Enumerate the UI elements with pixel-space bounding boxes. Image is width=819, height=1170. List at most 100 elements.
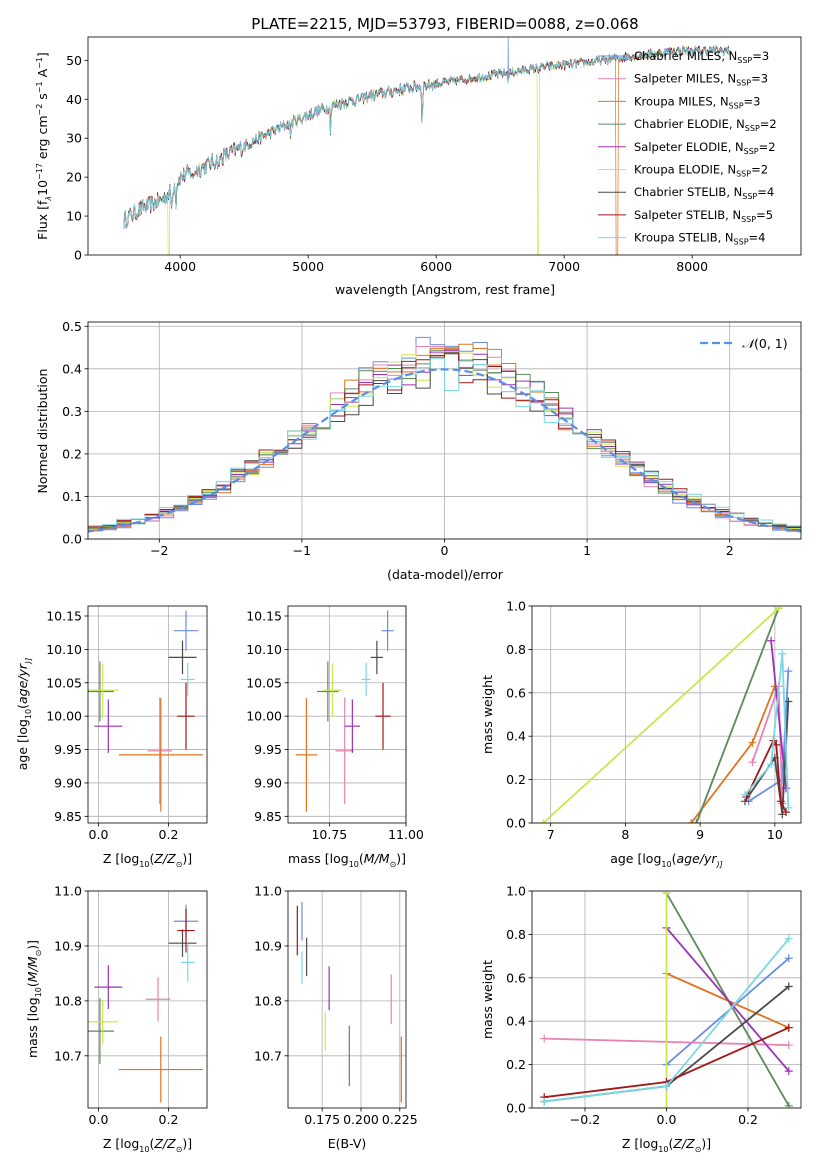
- y-tick-label: 9.95: [54, 742, 82, 757]
- plot-area-massweight-vs-age: [539, 606, 793, 823]
- data-point-marker: [740, 790, 749, 799]
- y-tick-label: 0.6: [506, 685, 526, 700]
- x-tick-label: 9: [696, 827, 704, 842]
- x-tick-label: 6000: [420, 259, 452, 274]
- errorbar-point: [88, 998, 114, 1065]
- plot-area-age-vs-Z: [88, 610, 203, 812]
- errorbar-point: [177, 682, 195, 750]
- x-tick-label: 0.2: [738, 1112, 758, 1127]
- x-tick-label: 10: [767, 827, 783, 842]
- y-tick-label: 10.05: [46, 675, 82, 690]
- errorbar-point: [94, 699, 123, 753]
- y-tick-label: 10.7: [254, 1048, 282, 1063]
- y-tick-label: 9.85: [54, 809, 82, 824]
- data-point-marker: [782, 808, 791, 817]
- data-point-marker: [774, 606, 783, 613]
- plot-area-residuals: [88, 336, 801, 534]
- data-point-marker: [784, 1101, 793, 1108]
- y-tick-label: 0.0: [506, 816, 526, 831]
- y-tick-label: 1.0: [506, 599, 526, 614]
- y-tick-label: 30: [66, 131, 82, 146]
- errorbar-point: [88, 661, 114, 722]
- y-tick-label: 0: [74, 248, 82, 263]
- y-tick-label: 0.6: [506, 970, 526, 985]
- y-tick-label: 10.8: [254, 993, 282, 1008]
- errorbar-point: [370, 640, 384, 675]
- series-line: [665, 927, 790, 1072]
- legend-entry: Salpeter MILES, NSSP=3: [634, 72, 768, 88]
- y-tick-label: 10.05: [246, 675, 282, 690]
- legend-entry: Kroupa ELODIE, NSSP=2: [634, 163, 768, 179]
- series-line: [744, 653, 790, 808]
- x-tick-label: 7000: [548, 259, 580, 274]
- y-tick-label: 11.0: [254, 884, 282, 899]
- data-point-marker: [687, 819, 696, 823]
- series-kroupa-stelib: [540, 934, 793, 1106]
- y-tick-label: 0.2: [62, 446, 82, 461]
- y-axis-label: mass weight: [480, 960, 495, 1039]
- y-tick-label: 0.2: [506, 1057, 526, 1072]
- x-tick-label: 0.175: [304, 1112, 340, 1127]
- errorbar-point: [375, 682, 391, 750]
- axes-frame: [87, 36, 802, 256]
- legend-entry: Chabrier MILES, NSSP=3: [634, 49, 769, 65]
- data-point-marker: [784, 1023, 793, 1032]
- axes-frame: [287, 890, 407, 1109]
- y-tick-label: 40: [66, 92, 82, 107]
- errorbar-point: [177, 908, 195, 953]
- y-tick-label: 9.90: [54, 775, 82, 790]
- x-axis-label: wavelength [Angstrom, rest frame]: [335, 282, 555, 297]
- y-axis-label: age [log10(age/yr)]: [15, 658, 33, 771]
- data-point-marker: [784, 1041, 793, 1050]
- axes-massweight-vs-age: [528, 605, 802, 827]
- axes-mass-vs-Z: [84, 890, 208, 1112]
- y-axis-label: Normed distribution: [35, 369, 50, 494]
- normal-curve: [88, 368, 801, 533]
- data-point-marker: [784, 803, 793, 812]
- y-tick-label: 10: [66, 209, 82, 224]
- series-kroupa-stelib: [740, 649, 793, 812]
- y-tick-label: 0.0: [506, 1101, 526, 1116]
- data-point-marker: [540, 1034, 549, 1043]
- y-tick-label: 0.1: [62, 489, 82, 504]
- legend-entry: Kroupa STELIB, NSSP=4: [634, 231, 765, 247]
- histogram-kroupa-stelib: [88, 358, 801, 530]
- data-point-marker: [784, 982, 793, 991]
- x-tick-label: 1: [583, 543, 591, 558]
- data-point-marker: [784, 954, 793, 963]
- errorbar-point: [361, 662, 371, 697]
- y-tick-label: 0.4: [62, 361, 82, 376]
- axes-mass-vs-EBV: [284, 890, 407, 1112]
- x-tick-label: −2: [150, 543, 168, 558]
- data-point-marker: [748, 758, 757, 767]
- errorbar-point: [335, 697, 354, 805]
- errorbar-point: [88, 663, 119, 717]
- data-point-marker: [748, 738, 757, 747]
- y-tick-label: 0.4: [506, 1014, 526, 1029]
- x-tick-label: 0.2: [159, 1112, 179, 1127]
- data-point-marker: [776, 797, 785, 806]
- y-tick-label: 10.00: [246, 709, 282, 724]
- plot-area-mass-vs-EBV: [296, 901, 402, 1103]
- y-tick-label: 0.3: [62, 404, 82, 419]
- errorbar-point: [323, 663, 342, 717]
- errorbar-point: [118, 1036, 203, 1103]
- data-point-marker: [784, 697, 793, 706]
- x-tick-label: 5000: [292, 259, 324, 274]
- axes-frame: [531, 605, 802, 824]
- series-kroupa-miles: [687, 682, 779, 823]
- legend-entry: Salpeter STELIB, NSSP=5: [634, 208, 773, 224]
- data-point-marker: [662, 1104, 671, 1108]
- data-point-marker: [540, 1097, 549, 1106]
- x-axis-label: Z [log10(Z/Z⊙)]: [622, 1136, 711, 1154]
- x-tick-label: 0.200: [343, 1112, 379, 1127]
- legend-entry: Chabrier STELIB, NSSP=4: [634, 185, 774, 201]
- y-tick-label: 1.0: [506, 884, 526, 899]
- x-axis-label: (data-model)/error: [387, 567, 504, 582]
- y-axis-label: mass [log10(M/M⊙)]: [25, 940, 43, 1058]
- data-point-marker: [784, 1067, 793, 1076]
- y-tick-label: 0.4: [506, 729, 526, 744]
- data-point-marker: [778, 649, 787, 658]
- errorbar-point: [317, 661, 339, 722]
